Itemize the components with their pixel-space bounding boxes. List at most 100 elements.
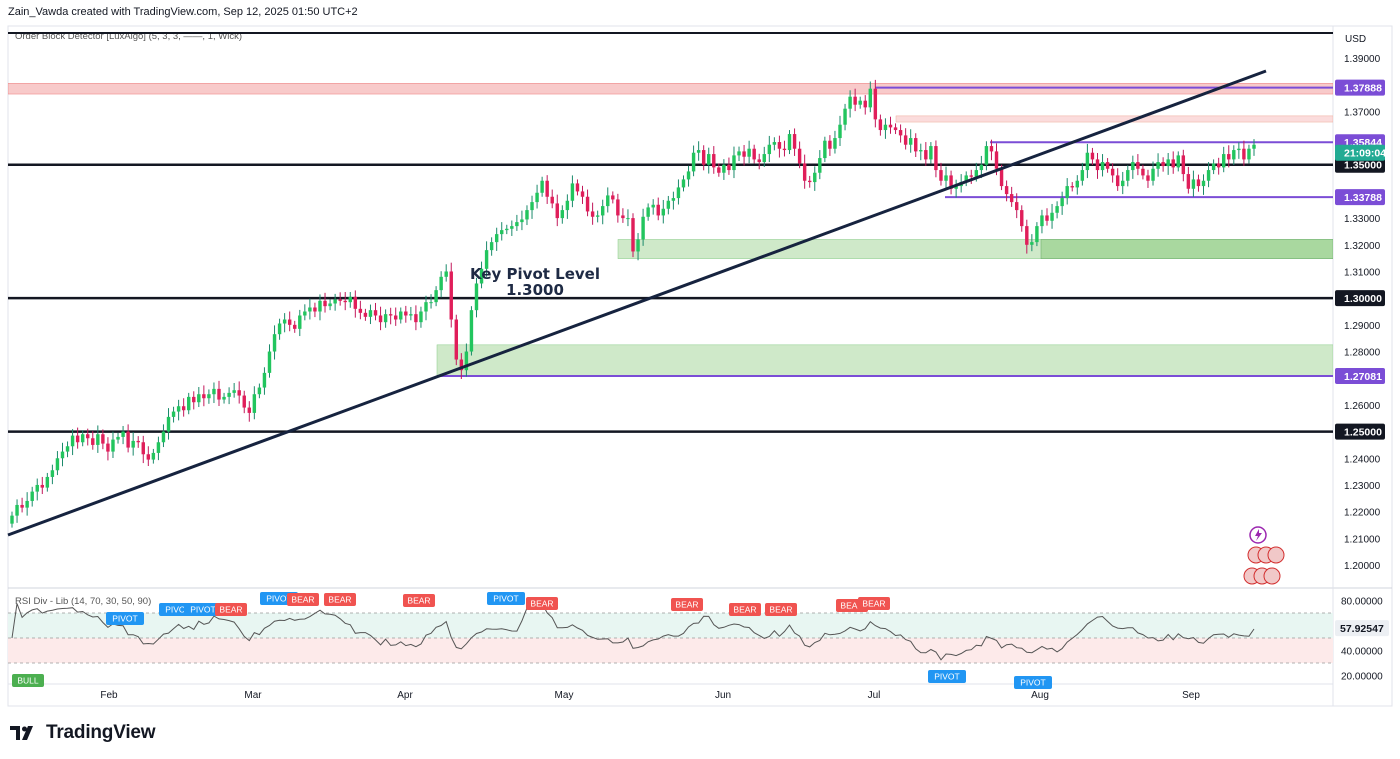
rsi-marker-bull: BULL <box>17 676 39 686</box>
candle <box>101 429 105 450</box>
time-tick-label: Aug <box>1031 690 1049 701</box>
candle <box>419 306 423 328</box>
price-tick-label: 1.26000 <box>1344 401 1381 412</box>
candle <box>560 205 565 224</box>
candle-body <box>383 314 388 323</box>
candle-body <box>999 168 1004 187</box>
candle-body <box>15 504 19 516</box>
candle-body <box>318 300 322 312</box>
candle-body <box>914 138 918 152</box>
candle-body <box>378 315 383 323</box>
candle <box>838 115 842 147</box>
candle <box>469 306 474 356</box>
event-icons[interactable] <box>1243 526 1285 585</box>
rsi-marker-bg <box>671 598 703 611</box>
candle-body <box>823 140 827 159</box>
candle <box>328 299 332 311</box>
horizontal-levels[interactable] <box>8 32 1333 433</box>
candle <box>176 399 181 421</box>
rsi-marker-bg <box>765 603 797 616</box>
rsi-marker-bg <box>403 594 435 607</box>
candle-body <box>363 312 368 317</box>
candle <box>1030 234 1034 252</box>
candle-body <box>611 195 615 200</box>
trendline[interactable] <box>7 69 1267 537</box>
key-pivot-annotation[interactable]: Key Pivot Level 1.3000 <box>470 265 600 299</box>
candle <box>399 307 403 324</box>
candle <box>247 401 252 422</box>
candle-body <box>1035 226 1039 243</box>
candle <box>217 380 221 406</box>
candle-body <box>25 500 29 508</box>
candle <box>197 387 201 408</box>
candle <box>636 233 640 261</box>
candle-body <box>929 146 933 160</box>
candle <box>1014 193 1019 219</box>
candle-body <box>858 100 862 105</box>
indicator-label-main[interactable]: Order Block Detector [LuxAlgo] (5, 3, 3,… <box>15 31 242 42</box>
rsi-pane[interactable]: RSI Div - Lib (14, 70, 30, 50, 90) 80.00… <box>8 592 1389 689</box>
annotation-line1: Key Pivot Level <box>470 265 600 283</box>
candle <box>444 264 448 282</box>
candle-body <box>303 311 307 316</box>
time-tick-label: Jul <box>868 690 881 701</box>
candle <box>898 124 903 143</box>
candle-body <box>646 207 650 217</box>
candle <box>479 261 484 289</box>
candle <box>166 408 171 440</box>
candle <box>646 203 650 221</box>
indicator-label-rsi[interactable]: RSI Div - Lib (14, 70, 30, 50, 90) <box>15 596 151 607</box>
candle <box>459 353 464 380</box>
candle-body <box>328 303 332 307</box>
candle-body <box>1141 168 1145 176</box>
candle-body <box>459 359 464 371</box>
candle <box>40 476 45 495</box>
candle-body <box>247 407 252 413</box>
candle-body <box>717 167 721 173</box>
tradingview-logo[interactable]: TradingView <box>10 722 156 744</box>
candle-body <box>908 138 913 145</box>
candle-body <box>171 411 176 417</box>
candle-body <box>80 434 85 443</box>
candle <box>747 140 751 164</box>
candle <box>298 309 302 337</box>
candle <box>424 295 428 321</box>
ascending-trendline[interactable] <box>7 69 1267 537</box>
candle <box>1115 168 1120 191</box>
candle <box>580 185 585 204</box>
flag-icon-6[interactable] <box>1263 567 1281 585</box>
candle-body <box>333 299 337 304</box>
candle <box>969 169 973 184</box>
rsi-axis-label: 40.00000 <box>1341 647 1383 658</box>
candle <box>15 499 19 523</box>
candle-body <box>818 158 822 173</box>
candle <box>293 320 297 333</box>
candle <box>1252 139 1256 156</box>
candle <box>151 448 156 464</box>
rsi-marker-bear: BEAR <box>407 596 430 606</box>
candle-body <box>338 299 342 301</box>
candle-body <box>1126 170 1130 181</box>
candle <box>141 435 145 464</box>
candle <box>30 486 34 507</box>
candle <box>454 314 459 366</box>
rsi-axis-label: 20.00000 <box>1341 672 1383 683</box>
candle <box>333 293 337 311</box>
candle <box>434 286 438 307</box>
candle <box>348 292 352 308</box>
bearish-ob-zone <box>8 83 1333 95</box>
candle-body <box>1146 175 1150 181</box>
candle-body <box>1004 186 1009 195</box>
flag-icon-3[interactable] <box>1267 546 1285 564</box>
candle-body <box>424 302 428 312</box>
candle <box>70 429 75 456</box>
candle-body <box>752 148 756 160</box>
level-tag-bg <box>1335 156 1385 173</box>
candle-body <box>474 283 479 311</box>
candle <box>939 162 943 186</box>
candle-body <box>560 210 565 219</box>
candle-body <box>20 504 24 508</box>
rsi-marker-bg <box>12 674 44 687</box>
candle-body <box>701 150 706 165</box>
